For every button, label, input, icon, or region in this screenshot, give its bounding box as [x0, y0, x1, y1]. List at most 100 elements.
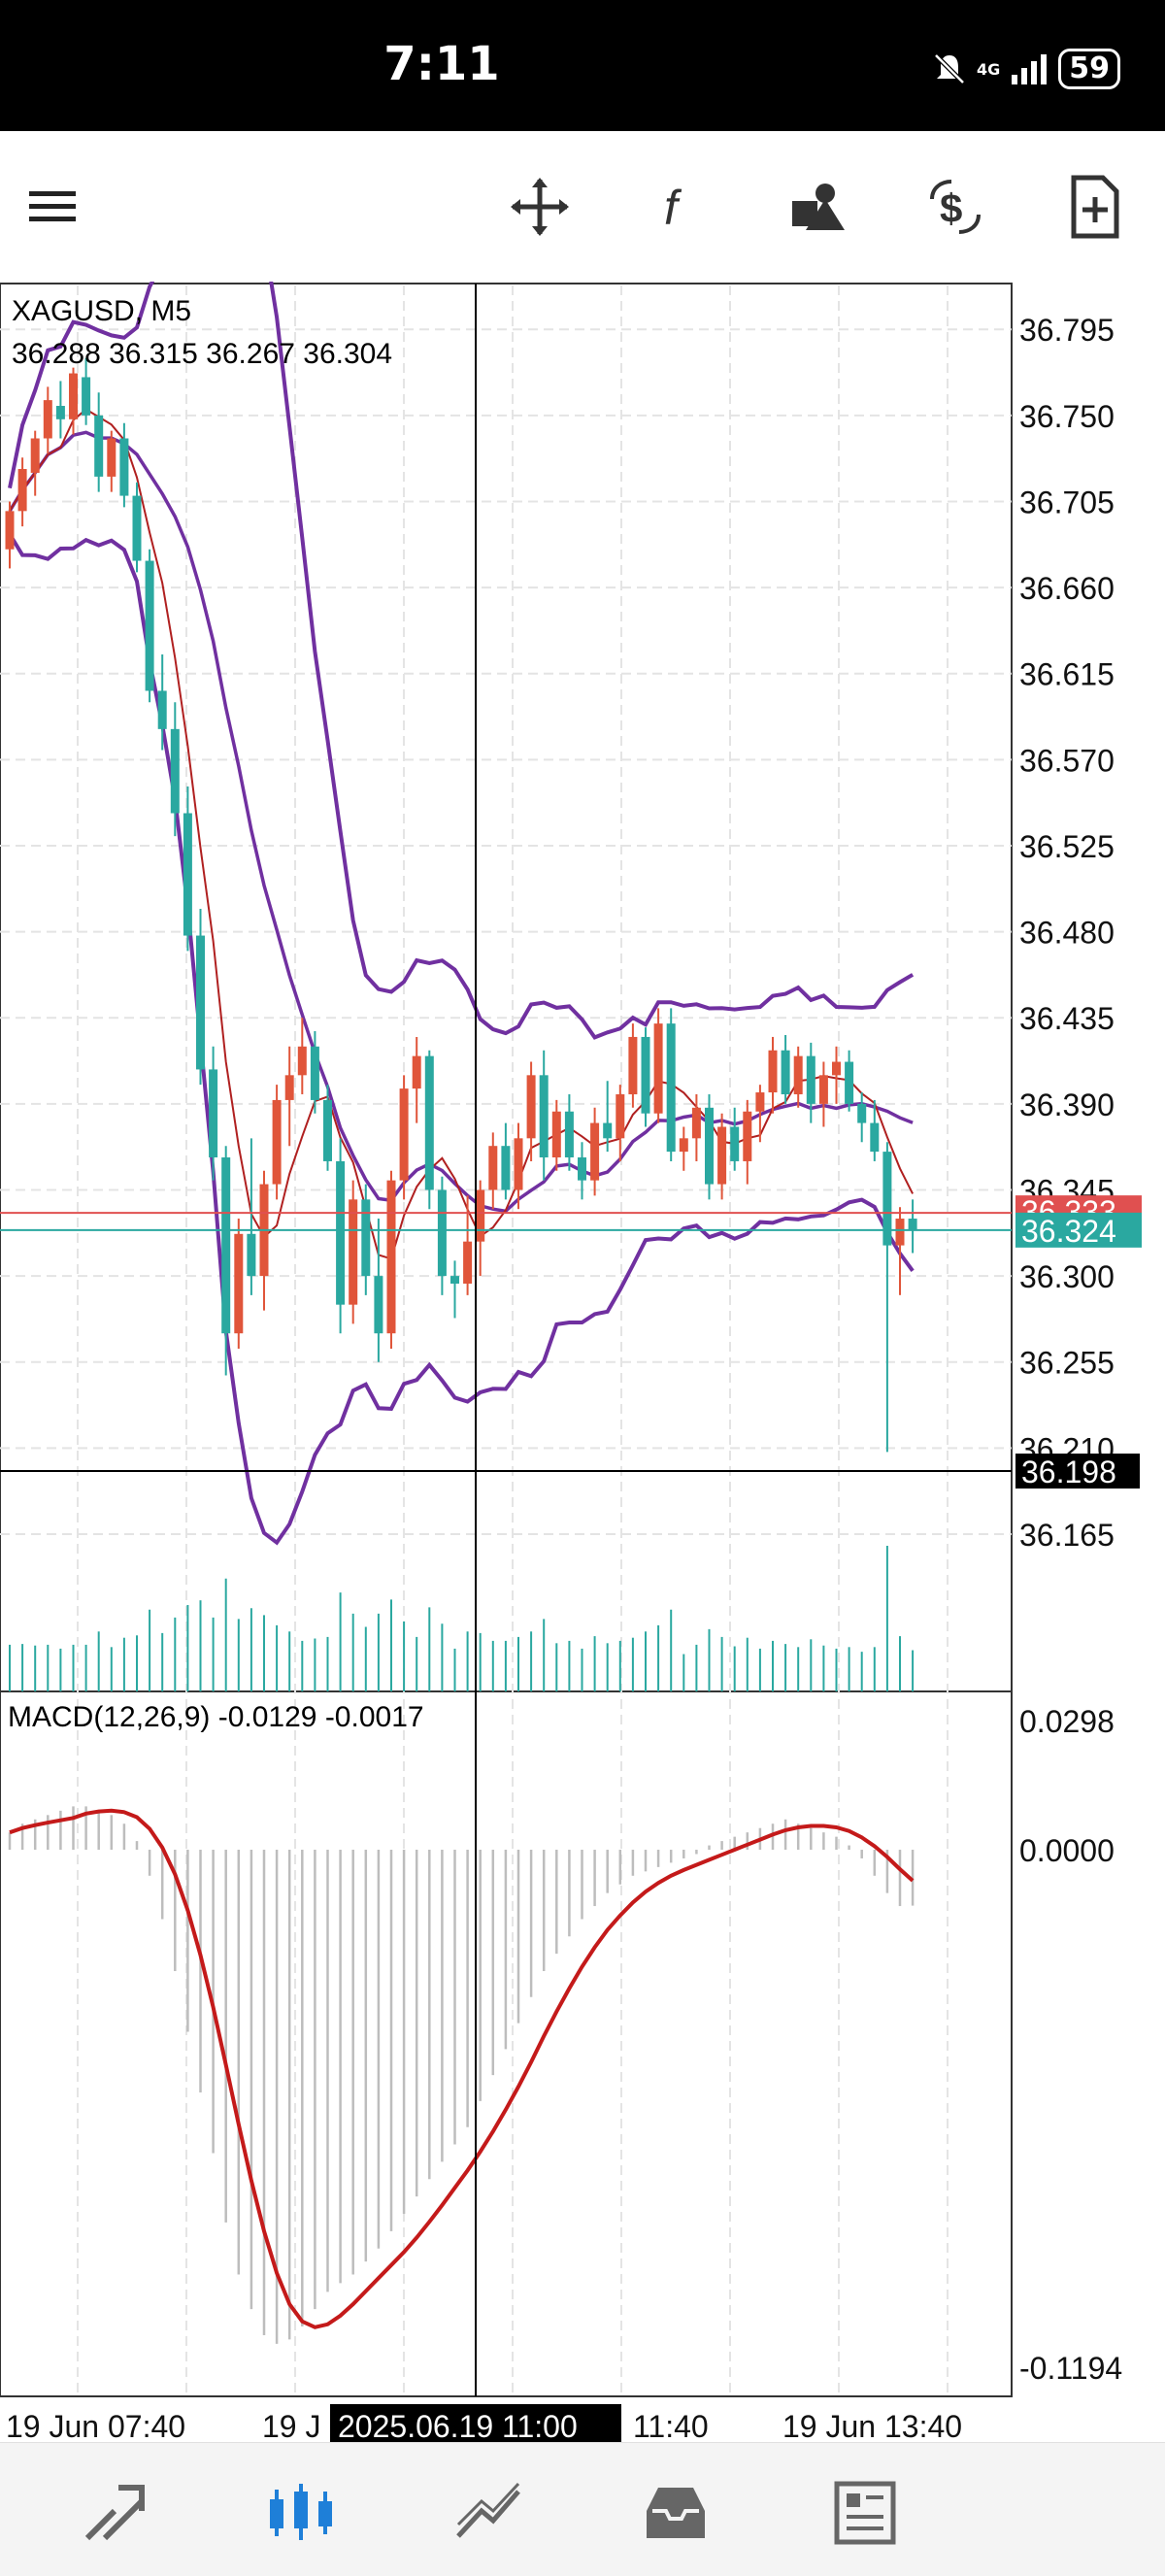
news-icon[interactable] [823, 2472, 905, 2554]
candle-body [107, 438, 116, 477]
status-bar: 7:11 4G 59 [0, 0, 1165, 131]
candle-body [82, 377, 91, 416]
chart-grid [0, 283, 1013, 2397]
time-label: 19 Jun 13:40 [782, 2409, 962, 2442]
candle-body [386, 1180, 396, 1334]
price-chart[interactable]: 36.795 36.750 36.705 36.660 36.615 36.570 36.5… [0, 80, 1165, 2444]
candle-body [476, 1189, 485, 1242]
menu-icon[interactable] [16, 170, 89, 244]
top-toolbar: f $ [0, 131, 1165, 282]
candle-body [30, 438, 40, 473]
ohlc-label: 36.288 36.315 36.267 36.304 [12, 338, 392, 370]
macd-panel [8, 1806, 915, 2344]
candle-body [221, 1157, 231, 1334]
candle-body [551, 1111, 561, 1158]
candle-body [781, 1050, 790, 1095]
candle-body [908, 1219, 917, 1230]
candle-body [514, 1138, 523, 1190]
bid-price-box [1015, 1212, 1142, 1248]
time-label: 11:40 [633, 2409, 709, 2442]
price-tick: 36.750 [1019, 399, 1115, 434]
symbols-icon[interactable]: $ [918, 170, 992, 244]
candle-body [297, 1046, 307, 1076]
candle-body [209, 1069, 218, 1158]
symbol-label: XAGUSD, M5 [12, 295, 191, 327]
candle-body [870, 1122, 880, 1153]
bottom-nav [0, 2442, 1165, 2576]
candle-body [361, 1199, 371, 1277]
trade-icon[interactable] [449, 2472, 530, 2554]
candle-body [578, 1157, 586, 1181]
candle-body [450, 1276, 459, 1284]
candle-body [857, 1103, 867, 1123]
price-tick: 36.660 [1019, 571, 1115, 606]
candle-body [564, 1111, 574, 1158]
quotes-icon[interactable] [76, 2472, 157, 2554]
chart-tab-icon[interactable] [260, 2472, 342, 2554]
objects-icon[interactable] [781, 170, 854, 244]
price-tick: 36.435 [1019, 1001, 1115, 1036]
candle-body [463, 1241, 473, 1284]
bollinger-bands [8, 80, 915, 1546]
macd-tick: -0.1194 [1019, 2351, 1122, 2386]
candle-body [412, 1055, 421, 1089]
price-tick: 36.705 [1019, 485, 1115, 519]
candle-body [272, 1099, 282, 1185]
candle-body [132, 495, 142, 561]
candle-body [247, 1233, 256, 1277]
candle-body [768, 1050, 778, 1093]
candle-body [691, 1107, 701, 1139]
volume-bars [9, 1546, 915, 1691]
candle-body [437, 1189, 447, 1277]
candle-body [145, 560, 154, 691]
candle-body [5, 511, 15, 550]
status-icons: 4G 59 [932, 49, 1120, 89]
candle-body [501, 1146, 511, 1190]
candle-body [806, 1055, 816, 1104]
candle-body [539, 1075, 549, 1158]
price-tick: 36.570 [1019, 743, 1115, 778]
lower-band [8, 532, 915, 1546]
time-label: 19 Jun 07:40 [6, 2409, 185, 2442]
candle-body [234, 1233, 244, 1334]
price-tick: 36.615 [1019, 657, 1115, 692]
candle-body [845, 1061, 854, 1104]
candle-body [157, 690, 167, 729]
candle-body [793, 1055, 803, 1095]
candle-body [818, 1075, 828, 1104]
crosshair-icon[interactable] [503, 170, 577, 244]
time-label: 19 J [262, 2409, 320, 2442]
bid-price: 36.324 [1021, 1214, 1116, 1249]
chart-overlay: XAGUSD, M5 36.288 36.315 36.267 36.304 M… [8, 295, 424, 1733]
mute-icon [934, 53, 965, 84]
candle-body [832, 1061, 841, 1076]
candle-body [310, 1046, 319, 1100]
moving-average [9, 408, 914, 1260]
candle-body [590, 1122, 600, 1181]
price-tick: 36.255 [1019, 1346, 1115, 1381]
candle-body [526, 1075, 536, 1139]
candle-body [17, 469, 27, 512]
macd-tick: 0.0298 [1019, 1704, 1115, 1739]
candle-body [69, 373, 78, 419]
candle-body [679, 1138, 688, 1153]
candle-body [349, 1199, 358, 1305]
new-order-icon[interactable] [1058, 170, 1132, 244]
chart-area[interactable]: 36.795 36.750 36.705 36.660 36.615 36.570 36.5… [0, 80, 1165, 2444]
network-label: 4G [976, 59, 1001, 79]
candle-body [196, 935, 205, 1070]
price-axis: 36.795 36.750 36.705 36.660 36.615 36.570 36.5… [0, 284, 1142, 2444]
svg-text:f: f [664, 181, 682, 235]
candle-body [717, 1126, 727, 1185]
candle-body [603, 1122, 613, 1139]
candle-body [743, 1111, 752, 1161]
svg-text:$: $ [940, 185, 962, 231]
upper-band [8, 80, 915, 1040]
indicators-icon[interactable]: f [639, 170, 713, 244]
crosshair-price: 36.198 [1021, 1455, 1116, 1489]
crosshair-price-box [1015, 1454, 1140, 1489]
candle-body [323, 1099, 332, 1161]
candle-body [755, 1092, 765, 1112]
crosshair-time: 2025.06.19 11:00 [338, 2409, 578, 2442]
history-icon[interactable] [635, 2472, 716, 2554]
